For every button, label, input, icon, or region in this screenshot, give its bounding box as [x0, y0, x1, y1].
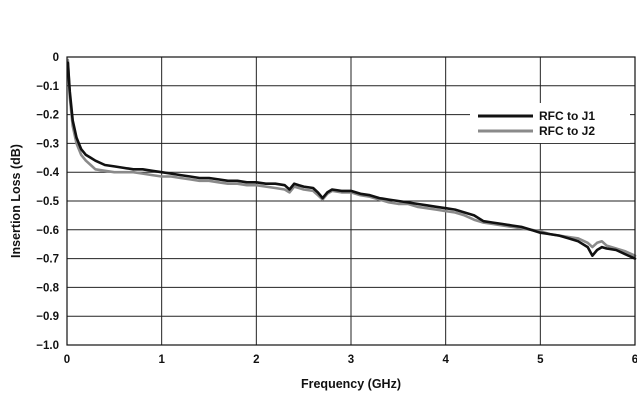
y-tick-label: −0.9 [36, 311, 59, 323]
x-axis-title: Frequency (GHz) [301, 377, 401, 391]
y-tick-label: −0.3 [36, 138, 59, 150]
legend: RFC to J1 RFC to J2 [470, 103, 630, 143]
x-tick-label: 5 [537, 354, 544, 366]
y-axis-title: Insertion Loss (dB) [9, 144, 23, 258]
y-tick-label: −0.1 [36, 81, 59, 93]
series-lines [66, 58, 637, 260]
plot-area-frame [66, 56, 636, 346]
legend-label-rfc-to-j2: RFC to J2 [539, 124, 595, 138]
y-tick-label: −0.6 [36, 225, 59, 237]
y-tick-label: −0.7 [36, 254, 59, 266]
y-tick-label: −0.2 [36, 110, 59, 122]
x-tick-label: 3 [348, 354, 354, 366]
y-axis-ticks: 0 −0.1 −0.2 −0.3 −0.4 −0.5 −0.6 −0.7 −0.8 −0.9 −1.… [36, 52, 59, 352]
grid [66, 56, 636, 346]
x-tick-label: 1 [158, 354, 165, 366]
y-tick-label: −1.0 [36, 340, 59, 352]
series-line-rfc-to-j1 [66, 61, 637, 260]
x-tick-label: 6 [632, 354, 637, 366]
y-tick-label: −0.8 [36, 282, 59, 294]
y-tick-label: 0 [53, 52, 59, 64]
y-tick-label: −0.5 [36, 196, 59, 208]
x-tick-label: 0 [64, 354, 70, 366]
x-tick-label: 4 [442, 354, 449, 366]
legend-background [470, 103, 630, 143]
legend-label-rfc-to-j1: RFC to J1 [539, 109, 595, 123]
y-tick-label: −0.4 [36, 167, 59, 179]
x-tick-label: 2 [253, 354, 259, 366]
x-axis-ticks: 0 1 2 3 4 5 6 [64, 354, 637, 366]
